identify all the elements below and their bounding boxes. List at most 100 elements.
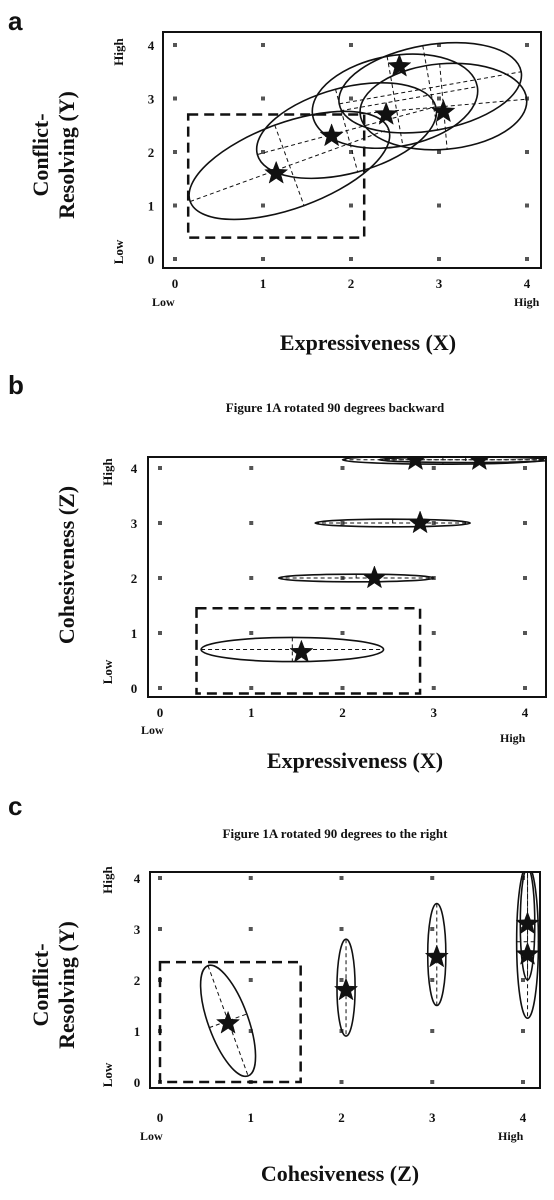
panel-b-x-tick-label: 3: [431, 705, 438, 720]
grid-point: [340, 521, 345, 525]
highlight-dashed-box: [158, 960, 302, 1084]
panel-a-y-tick-label: 4: [148, 38, 155, 53]
grid-point: [158, 576, 162, 580]
panel-b-y-tick-label: 0: [131, 681, 138, 696]
panel-a: a Conflict- Resolving (Y) High Low 0 1 2 3 4…: [8, 6, 542, 355]
grid-point: [525, 203, 529, 208]
panel-c-x-tick-label: 4: [520, 1110, 527, 1125]
grid-point: [349, 43, 353, 47]
grid-point: [173, 257, 177, 261]
panel-a-ylabel-line-1: Conflict-: [28, 113, 53, 196]
panel-a-x-tick-label: 1: [260, 276, 267, 291]
grid-point: [249, 521, 254, 525]
centroid-star-marker: [407, 510, 433, 534]
centroid-star-marker: [362, 565, 387, 589]
grid-point: [525, 257, 529, 261]
panel-b-letter: b: [8, 370, 24, 400]
grid-point: [173, 150, 177, 154]
centroid-star-marker: [289, 639, 314, 663]
ellipse-minor-axis: [386, 56, 404, 147]
grid-point: [173, 96, 177, 101]
ellipse-minor-axis: [274, 124, 305, 206]
grid-point: [249, 631, 254, 635]
panel-a-x-high: High: [514, 295, 540, 309]
panel-c-letter: c: [8, 791, 22, 821]
grid-point: [261, 150, 265, 154]
panel-a-letter: a: [8, 6, 23, 36]
grid-point: [430, 1029, 435, 1033]
panel-c-x-high: High: [498, 1129, 524, 1143]
panel-a-plot-frame: [162, 31, 542, 269]
centroid-star-marker: [404, 457, 427, 471]
panel-c-x-tick-label: 1: [248, 1110, 255, 1125]
grid-point: [437, 203, 441, 208]
grid-point: [248, 927, 253, 931]
grid-point: [431, 521, 436, 525]
confidence-ellipse: [199, 964, 257, 1078]
panel-c-x-tick-label: 0: [157, 1110, 164, 1125]
highlight-dashed-box: [186, 113, 366, 239]
centroid-star-marker: [424, 944, 449, 968]
panel-a-y-tick-label: 2: [148, 145, 155, 160]
grid-point: [431, 631, 436, 635]
grid-point: [158, 466, 162, 470]
panel-c: c Figure 1A rotated 90 degrees to the ri…: [8, 791, 541, 1186]
panel-c-subtitle: Figure 1A rotated 90 degrees to the righ…: [223, 826, 449, 841]
grid-point: [261, 96, 265, 101]
panel-b-y-high: High: [100, 458, 115, 486]
grid-point: [521, 1029, 525, 1033]
panel-b-plot-frame: [147, 456, 547, 698]
grid-point: [523, 686, 527, 690]
panel-b-plot-area: [195, 457, 546, 695]
grid-point: [249, 466, 254, 470]
panel-b-y-tick-label: 3: [131, 516, 138, 531]
ellipse-group: [311, 53, 479, 150]
centroid-star-marker: [215, 1010, 241, 1034]
centroid-star-marker: [319, 123, 344, 147]
grid-point: [349, 150, 353, 154]
panel-c-y-low: Low: [100, 1062, 115, 1087]
grid-point: [340, 686, 345, 690]
panel-b-x-ticks: 0 1 2 3 4: [157, 705, 529, 720]
grid-point: [339, 876, 344, 880]
centroid-star-marker: [515, 911, 540, 935]
panel-b-x-high: High: [500, 731, 526, 745]
grid-point: [339, 978, 344, 982]
grid-point: [521, 1080, 525, 1084]
centroid-star-marker: [431, 99, 456, 123]
grid-point: [339, 1080, 344, 1084]
panel-c-y-tick-label: 4: [134, 871, 141, 886]
panel-c-y-tick-label: 0: [134, 1075, 141, 1090]
grid-point: [261, 257, 265, 261]
panel-a-x-low: Low: [152, 295, 175, 309]
centroid-star-marker: [374, 101, 399, 125]
ellipse-group: [338, 41, 523, 134]
panel-c-y-high: High: [100, 866, 115, 894]
panel-b-y-tick-label: 1: [131, 626, 138, 641]
panel-a-x-tick-label: 0: [172, 276, 179, 291]
panel-a-y-tick-label: 1: [148, 199, 155, 214]
panel-a-x-tick-label: 2: [348, 276, 355, 291]
grid-point: [430, 927, 435, 931]
grid-point: [437, 150, 441, 154]
grid-point: [523, 521, 527, 525]
grid-point: [340, 466, 345, 470]
centroid-star-marker: [264, 160, 289, 184]
panel-b-x-tick-label: 1: [248, 705, 255, 720]
grid-point: [437, 43, 441, 47]
ellipse-group: [314, 518, 472, 528]
highlight-dashed-box: [195, 607, 422, 695]
panel-a-xlabel: Expressiveness (X): [280, 330, 456, 355]
panel-c-x-tick-label: 2: [338, 1110, 345, 1125]
grid-point: [523, 466, 527, 470]
grid-point: [430, 978, 435, 982]
grid-point: [523, 631, 527, 635]
panel-c-x-low: Low: [140, 1129, 163, 1143]
panel-b-y-ticks: 0 1 2 3 4: [131, 461, 138, 696]
panel-c-y-tick-label: 2: [134, 973, 141, 988]
panel-b-xlabel: Expressiveness (X): [267, 748, 443, 773]
grid-point: [158, 927, 162, 931]
panel-b-x-tick-label: 0: [157, 705, 164, 720]
grid-point: [349, 96, 353, 101]
